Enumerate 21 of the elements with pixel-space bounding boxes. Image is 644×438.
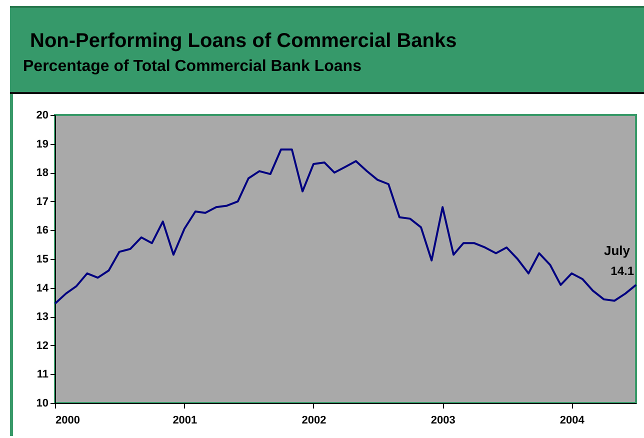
data-label: 14.1 (610, 264, 634, 278)
y-tick-label: 20 (36, 110, 48, 122)
y-tick-label: 14 (36, 282, 50, 294)
x-tick-label: 2003 (430, 414, 456, 426)
x-tick-label: 2001 (172, 414, 198, 426)
y-tick-label: 17 (36, 196, 48, 208)
y-tick-label: 11 (36, 368, 48, 381)
chart-subtitle: Percentage of Total Commercial Bank Loans (23, 58, 362, 76)
x-tick-label: 2000 (56, 414, 80, 426)
y-tick-label: 15 (36, 254, 48, 266)
x-tick-label: 2004 (560, 414, 586, 426)
line-series (54, 148, 637, 305)
y-tick-label: 16 (36, 224, 48, 237)
y-tick-label: 10 (36, 398, 48, 410)
annotation: July (604, 242, 631, 258)
y-tick-label: 12 (36, 340, 48, 352)
y-tick-label: 19 (36, 138, 48, 150)
y-tick-label: 18 (36, 167, 48, 180)
x-tick-label: 2002 (302, 414, 326, 426)
y-tick-label: 13 (36, 311, 48, 324)
chart-title: Non-Performing Loans of Commercial Banks (30, 30, 457, 53)
